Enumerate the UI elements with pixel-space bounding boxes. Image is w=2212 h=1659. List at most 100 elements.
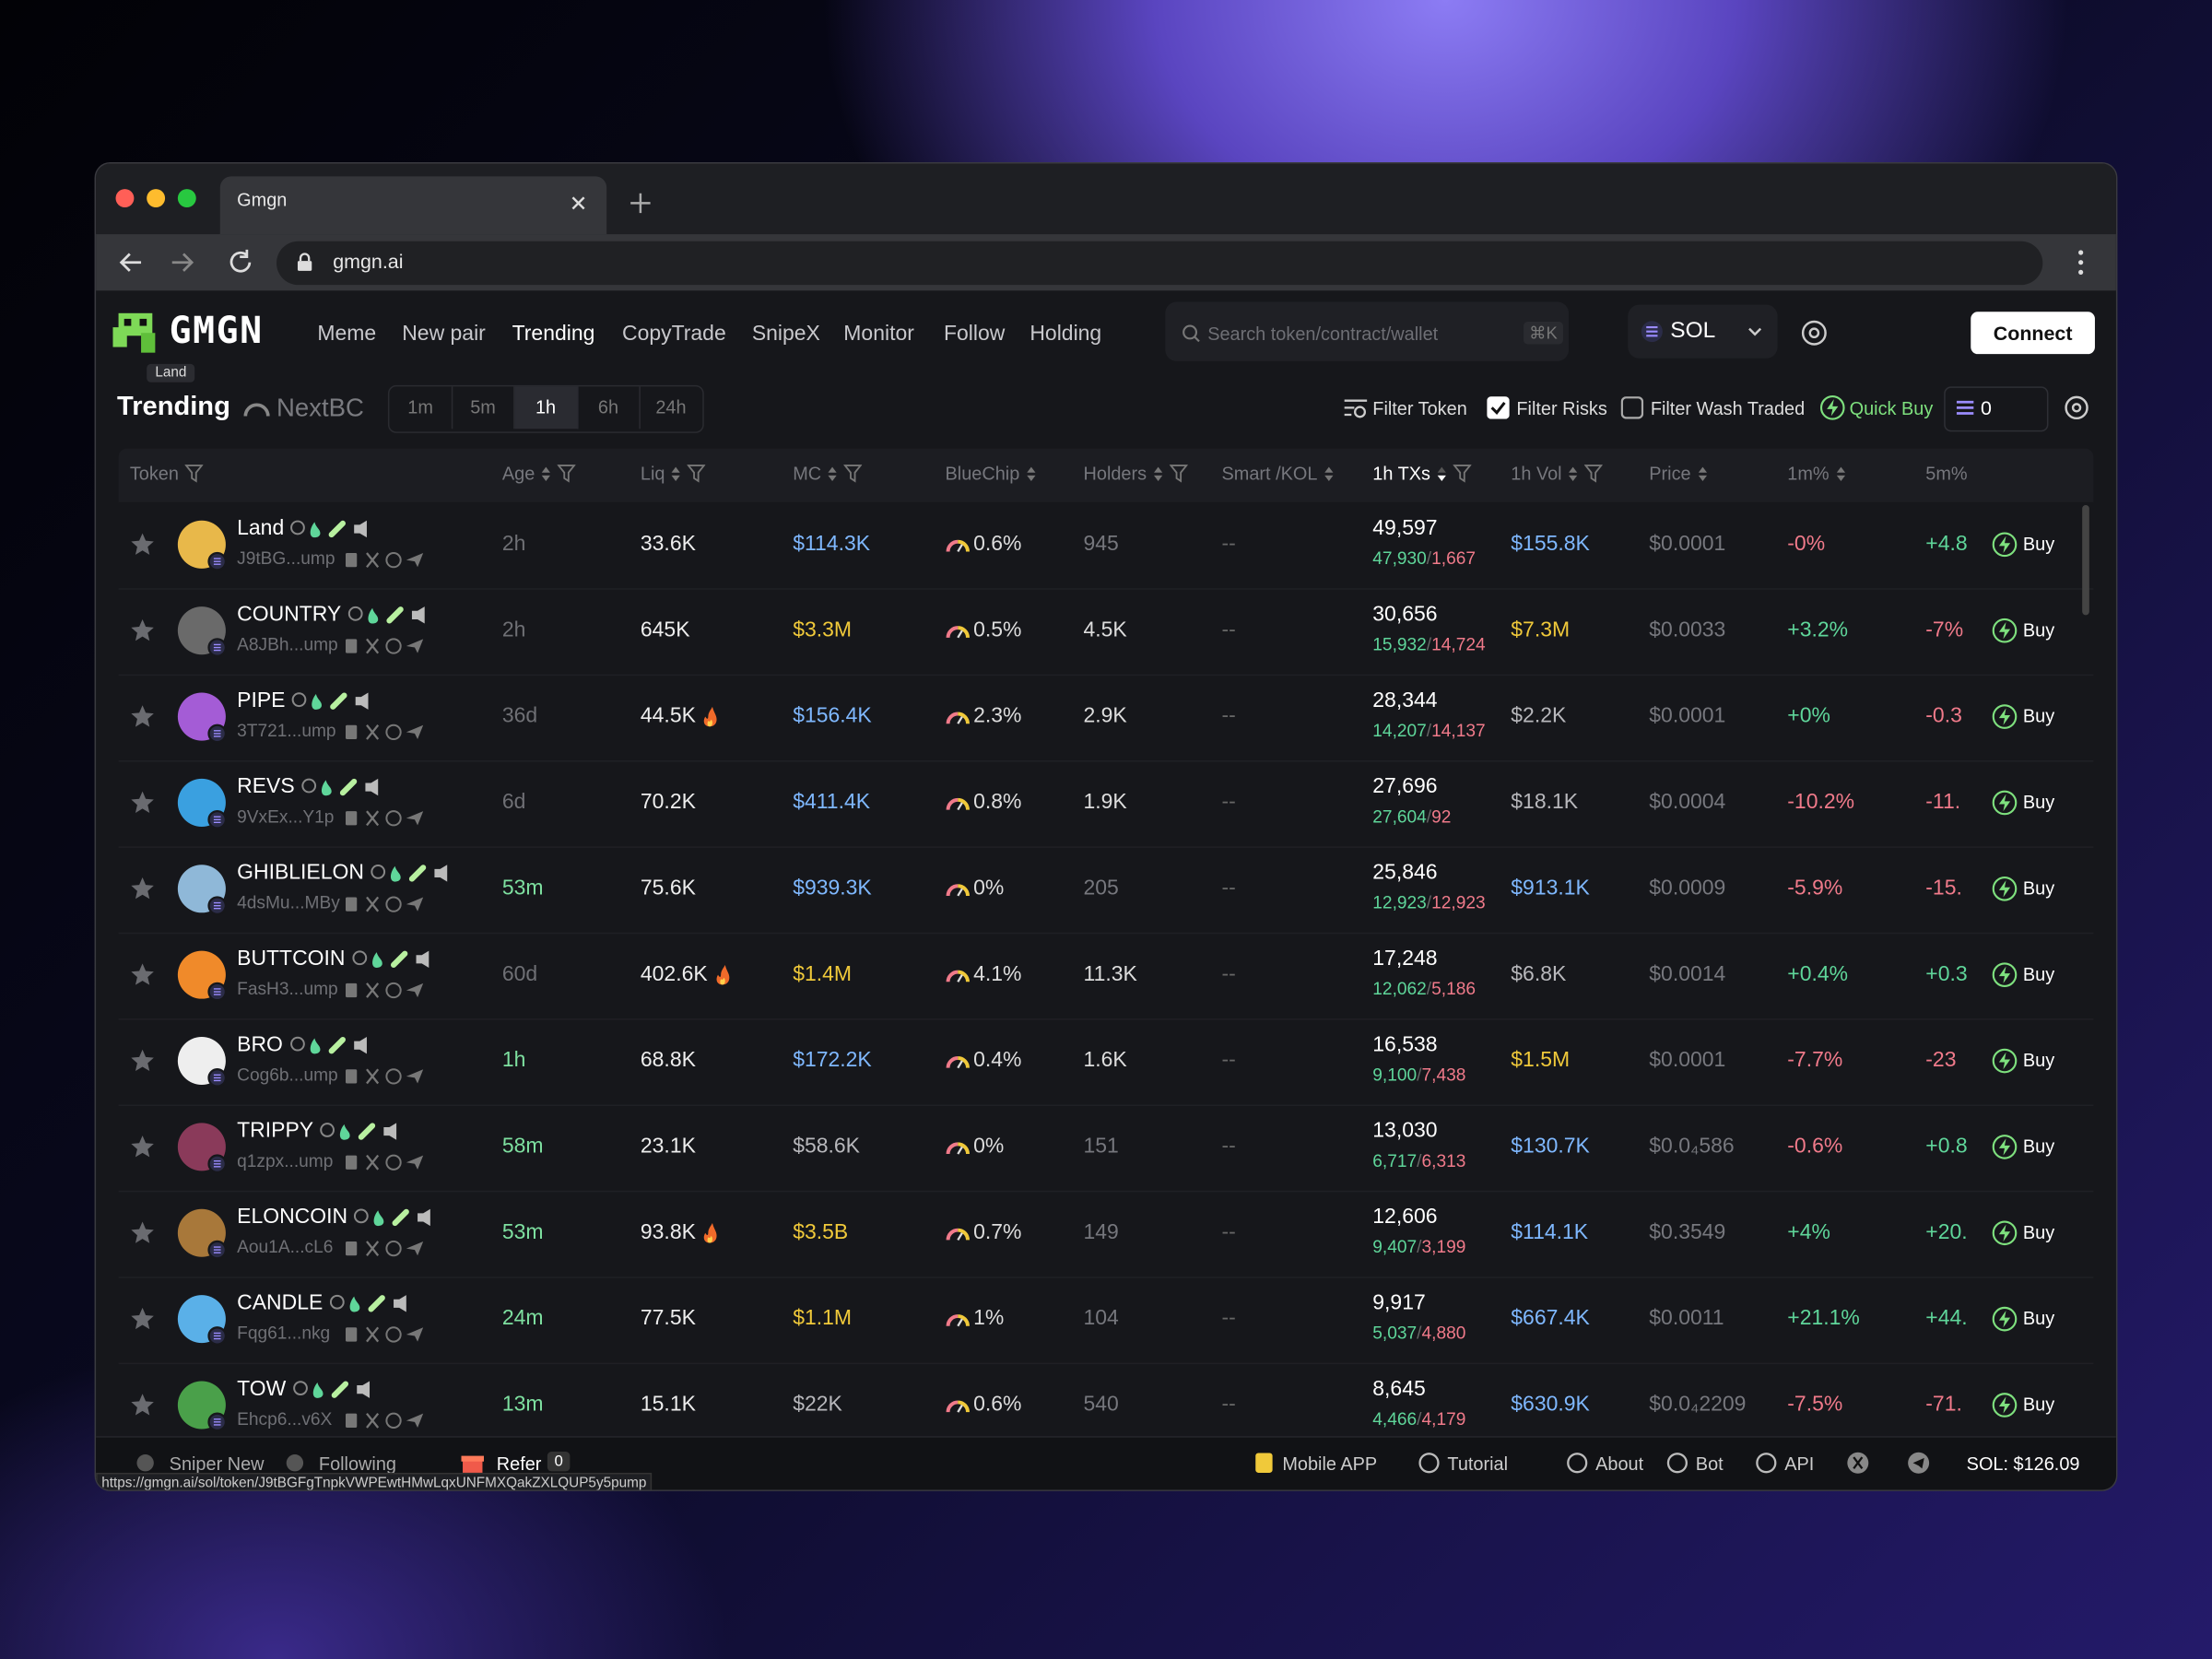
column-header[interactable]: MC (793, 463, 863, 484)
token-name[interactable]: CANDLE (237, 1290, 324, 1315)
nav-item[interactable]: New pair (402, 321, 486, 346)
telegram-icon[interactable] (1907, 1452, 1930, 1481)
star-icon[interactable] (130, 1048, 156, 1080)
star-icon[interactable] (130, 704, 156, 736)
buy-button[interactable]: Buy (2022, 1049, 2055, 1071)
star-icon[interactable] (130, 618, 156, 650)
token-name[interactable]: COUNTRY (237, 602, 342, 627)
logo[interactable]: GMGN (169, 310, 264, 353)
column-header[interactable]: 1h TXs (1372, 463, 1472, 484)
token-name[interactable]: GHIBLIELON (237, 860, 364, 885)
buy-button[interactable]: Buy (2022, 533, 2055, 555)
token-name[interactable]: ELONCOIN (237, 1205, 348, 1230)
star-icon[interactable] (130, 1135, 156, 1167)
timeframe[interactable]: 1m (389, 386, 453, 429)
timeframe[interactable]: 24h (655, 396, 687, 418)
footer-link[interactable]: Refer (496, 1453, 542, 1475)
settings-icon[interactable] (1800, 319, 1829, 347)
footer-link[interactable]: Bot (1695, 1453, 1724, 1475)
buy-button[interactable]: Buy (2022, 705, 2055, 727)
buy-button[interactable]: Buy (2022, 877, 2055, 899)
star-icon[interactable] (130, 790, 156, 822)
nav-item[interactable]: SnipeX (751, 321, 820, 346)
column-header[interactable]: 5m% (1925, 463, 1967, 484)
quick-buy[interactable]: Quick Buy (1849, 397, 1934, 419)
column-header[interactable]: Price (1649, 463, 1708, 484)
x-icon[interactable] (1847, 1452, 1869, 1481)
buy-button[interactable]: Buy (2022, 1394, 2055, 1416)
table-row[interactable] (118, 1191, 2094, 1278)
buy-button[interactable]: Buy (2022, 618, 2055, 641)
min-dot[interactable] (147, 189, 166, 207)
column-header[interactable]: Token (130, 463, 203, 484)
column-header[interactable]: Liq (641, 463, 706, 484)
buy-icon[interactable] (1992, 532, 2018, 564)
column-header[interactable]: Smart /KOL (1222, 463, 1335, 484)
star-icon[interactable] (130, 1306, 156, 1338)
buy-button[interactable]: Buy (2022, 1307, 2055, 1329)
token-name[interactable]: BRO (237, 1032, 283, 1057)
nav-item[interactable]: Meme (317, 321, 377, 346)
buy-icon[interactable] (1992, 704, 2018, 736)
buy-icon[interactable] (1992, 790, 2018, 822)
footer-link[interactable]: Sniper New (169, 1453, 265, 1475)
search-box[interactable] (1165, 301, 1570, 361)
star-icon[interactable] (130, 962, 156, 994)
token-name[interactable]: TOW (237, 1376, 287, 1401)
buy-button[interactable]: Buy (2022, 1135, 2055, 1158)
buy-icon[interactable] (1992, 1135, 2018, 1167)
timeframe[interactable]: 1h (514, 386, 579, 429)
tab[interactable] (219, 176, 607, 235)
nav-buttons[interactable] (116, 248, 271, 276)
buy-icon[interactable] (1992, 618, 2018, 650)
table-row[interactable] (118, 1018, 2094, 1106)
buy-icon[interactable] (1992, 1306, 2018, 1338)
buy-icon[interactable] (1992, 1048, 2018, 1080)
nav-item[interactable]: Monitor (843, 321, 914, 346)
buy-icon[interactable] (1992, 876, 2018, 909)
amount-input[interactable] (1944, 386, 2049, 432)
column-header[interactable]: Age (502, 463, 576, 484)
footer-link[interactable]: API (1784, 1453, 1815, 1475)
table-row[interactable] (118, 588, 2094, 677)
footer-link[interactable]: Following (318, 1453, 396, 1475)
buy-icon[interactable] (1992, 1393, 2018, 1425)
nav-item[interactable]: CopyTrade (621, 321, 726, 346)
table-row[interactable] (118, 1104, 2094, 1193)
omnibox[interactable] (276, 241, 2043, 286)
checkbox-checked[interactable] (1487, 396, 1510, 419)
buy-button[interactable]: Buy (2022, 1221, 2055, 1243)
token-name[interactable]: REVS (237, 774, 295, 799)
star-icon[interactable] (130, 1220, 156, 1253)
token-name[interactable]: TRIPPY (237, 1118, 314, 1143)
table-row[interactable] (118, 1277, 2094, 1365)
new-tab[interactable] (629, 192, 652, 214)
nav-item[interactable]: Trending (512, 321, 595, 346)
column-header[interactable]: 1h Vol (1511, 463, 1604, 484)
table-row[interactable] (118, 846, 2094, 935)
column-header[interactable]: BlueChip (946, 463, 1037, 484)
menu-icon[interactable] (2074, 248, 2088, 276)
buy-button[interactable]: Buy (2022, 791, 2055, 813)
max-dot[interactable] (177, 189, 196, 207)
buy-icon[interactable] (1992, 1220, 2018, 1253)
buy-icon[interactable] (1992, 962, 2018, 994)
nav-item[interactable]: Holding (1030, 321, 1102, 346)
buy-button[interactable]: Buy (2022, 963, 2055, 985)
table-row[interactable] (118, 933, 2094, 1020)
star-icon[interactable] (130, 877, 156, 909)
timeframe[interactable]: 5m (452, 386, 516, 429)
subtitle[interactable]: NextBC (276, 394, 364, 422)
column-header[interactable]: Holders (1084, 463, 1188, 484)
timeframe[interactable]: 6h (577, 386, 641, 429)
star-icon[interactable] (130, 1393, 156, 1425)
settings-icon[interactable] (2064, 395, 2089, 421)
footer-link[interactable]: About (1595, 1453, 1644, 1475)
scrollbar[interactable] (2082, 504, 2089, 616)
close-dot[interactable] (115, 189, 135, 207)
column-header[interactable]: 1m% (1787, 463, 1846, 484)
star-icon[interactable] (130, 532, 156, 564)
token-name[interactable]: BUTTCOIN (237, 947, 346, 971)
footer-link[interactable]: Mobile APP (1282, 1453, 1378, 1475)
nav-item[interactable]: Follow (943, 321, 1006, 346)
